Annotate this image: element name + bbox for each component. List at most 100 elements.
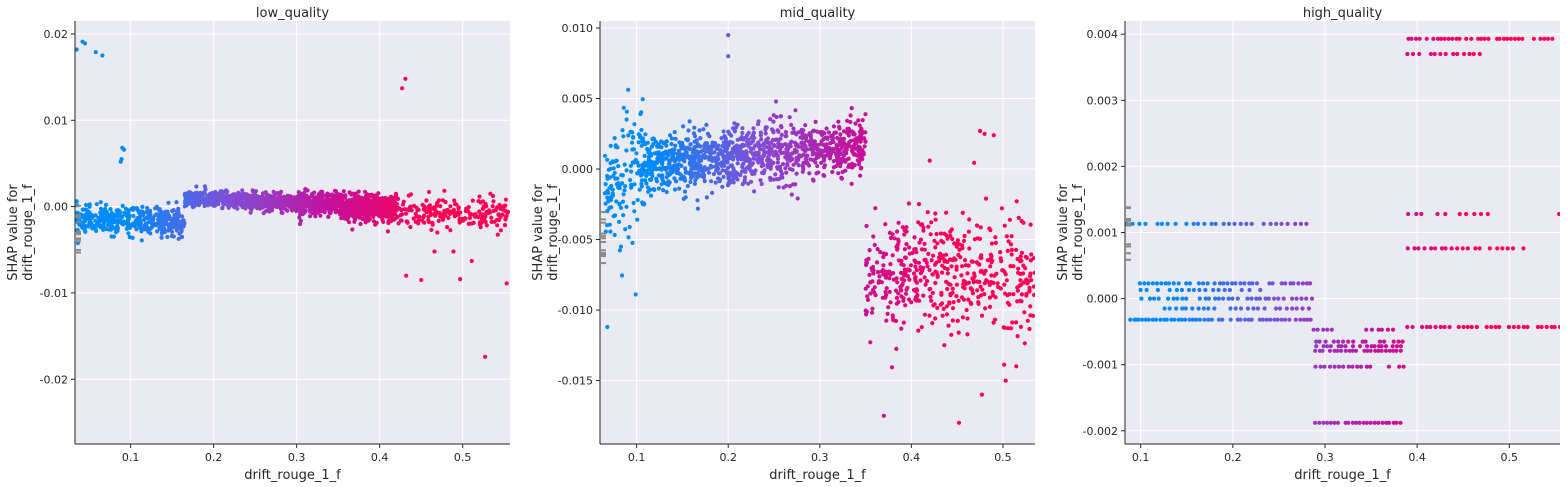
data-point <box>699 149 704 154</box>
data-point <box>248 193 253 198</box>
data-point <box>901 296 906 301</box>
data-point <box>844 143 850 148</box>
y-tick-label: 0.02 <box>44 28 69 41</box>
data-point <box>896 258 902 263</box>
data-point <box>221 200 226 205</box>
rug-mark <box>76 230 81 233</box>
data-point <box>603 182 608 187</box>
data-point <box>849 148 855 153</box>
data-point <box>1417 51 1422 57</box>
data-point <box>821 131 826 136</box>
data-point <box>984 278 989 283</box>
data-point <box>1294 296 1299 301</box>
data-point <box>1213 221 1218 226</box>
data-point <box>684 137 689 142</box>
data-point <box>865 297 871 302</box>
data-point <box>623 184 628 189</box>
data-point <box>910 250 915 256</box>
data-point <box>1150 317 1155 322</box>
data-point <box>605 324 610 330</box>
data-point <box>248 210 253 215</box>
data-point <box>814 129 820 134</box>
data-point <box>1362 348 1367 353</box>
data-point <box>1469 36 1474 41</box>
data-point <box>108 207 113 212</box>
data-point <box>775 153 781 159</box>
data-point <box>1438 51 1443 57</box>
data-point <box>959 273 964 278</box>
data-point <box>729 179 734 184</box>
data-point <box>695 198 700 203</box>
data-point <box>886 305 891 310</box>
data-point <box>870 279 875 284</box>
data-point <box>1197 296 1202 301</box>
data-point <box>912 258 917 263</box>
data-point <box>90 224 95 229</box>
data-point <box>626 235 631 240</box>
data-point <box>202 199 207 204</box>
x-tick-label: 0.4 <box>903 451 921 464</box>
data-point <box>950 236 955 242</box>
data-point <box>478 200 483 205</box>
data-point <box>964 307 969 313</box>
data-point <box>1477 51 1482 57</box>
data-point <box>872 242 877 248</box>
data-point <box>791 182 796 187</box>
y-tick-label: -0.010 <box>558 304 593 317</box>
data-point <box>733 170 738 175</box>
data-point <box>1028 274 1033 279</box>
data-point <box>856 145 862 150</box>
data-point <box>1021 220 1026 225</box>
data-point <box>903 273 908 278</box>
rug-mark <box>76 249 81 252</box>
data-point <box>357 213 362 218</box>
data-point <box>791 162 796 167</box>
data-point <box>1431 36 1436 41</box>
data-point <box>326 214 331 219</box>
data-point <box>837 126 842 131</box>
data-point <box>615 145 620 150</box>
data-point <box>235 192 240 198</box>
data-point <box>461 218 466 223</box>
data-point <box>799 140 804 146</box>
data-point <box>888 262 893 267</box>
data-point <box>989 241 995 246</box>
data-point <box>1329 327 1334 332</box>
data-point <box>1394 420 1399 425</box>
data-point <box>901 263 906 268</box>
data-point <box>1242 281 1247 286</box>
data-point <box>816 170 821 175</box>
data-point <box>1377 339 1383 344</box>
data-point <box>622 162 627 167</box>
data-point <box>721 154 726 160</box>
rug-mark <box>76 240 81 243</box>
data-point <box>787 154 792 159</box>
data-point <box>448 204 453 209</box>
data-point <box>894 276 899 281</box>
data-point <box>490 204 495 209</box>
data-point <box>370 206 375 211</box>
data-point <box>1206 296 1211 301</box>
data-point <box>1376 327 1381 332</box>
data-point <box>1394 348 1399 353</box>
data-point <box>701 170 706 175</box>
data-point <box>962 233 967 239</box>
data-point <box>917 298 922 303</box>
data-point <box>1007 292 1012 297</box>
data-point <box>1429 246 1434 251</box>
data-point <box>1016 270 1021 275</box>
data-point <box>742 180 747 185</box>
data-point <box>278 206 283 212</box>
data-point <box>860 157 865 162</box>
data-point <box>126 231 131 236</box>
data-point <box>98 200 103 205</box>
data-point <box>667 133 673 138</box>
data-point <box>451 249 456 254</box>
data-point <box>177 213 182 218</box>
data-point <box>361 200 366 205</box>
data-point <box>950 306 956 311</box>
data-point <box>83 224 88 229</box>
data-point <box>1313 420 1318 425</box>
data-point <box>898 270 904 275</box>
data-point <box>725 160 730 165</box>
